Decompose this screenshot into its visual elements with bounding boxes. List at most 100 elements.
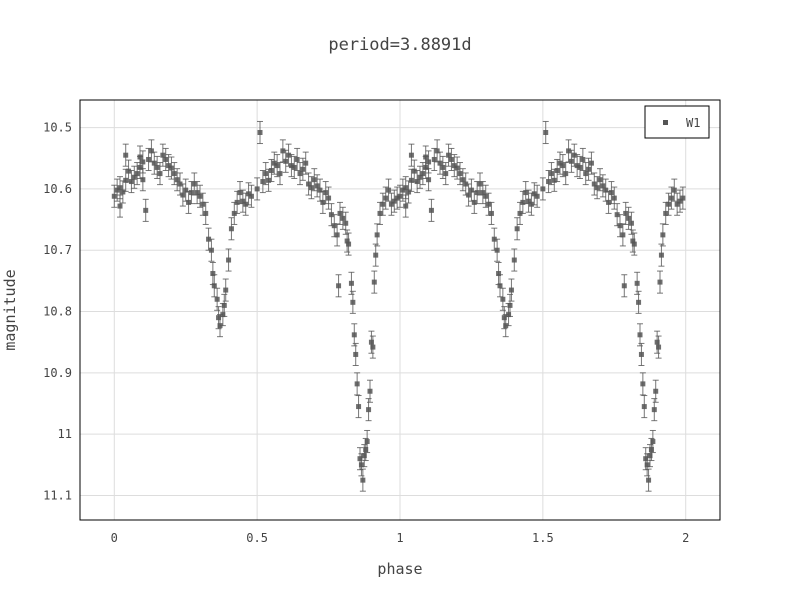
data-point: [546, 179, 552, 185]
data-point: [361, 453, 367, 459]
x-tick-label: 0: [111, 531, 118, 545]
data-point: [123, 177, 129, 183]
data-point: [663, 210, 669, 216]
data-point: [403, 185, 409, 191]
y-tick-label: 11: [58, 427, 72, 441]
data-point: [171, 171, 177, 177]
data-point: [336, 283, 342, 289]
data-point: [197, 193, 203, 199]
data-point: [306, 181, 312, 187]
data-point: [314, 183, 320, 189]
plot-area: [79, 99, 721, 521]
data-point: [340, 215, 346, 221]
data-point: [373, 252, 379, 258]
data-point: [497, 283, 503, 289]
legend-box: [644, 105, 710, 139]
data-point: [311, 177, 317, 183]
data-point: [380, 201, 386, 207]
data-point: [286, 152, 292, 158]
data-point: [188, 190, 194, 196]
data-point: [654, 339, 660, 345]
data-point: [157, 171, 163, 177]
y-tick-label: 10.6: [43, 182, 72, 196]
data-point: [514, 226, 520, 232]
data-point: [648, 446, 654, 452]
x-tick-label: 1.5: [532, 531, 554, 545]
data-point: [448, 156, 454, 162]
data-point: [211, 283, 217, 289]
data-point: [357, 456, 363, 462]
data-point: [534, 193, 540, 199]
data-point: [194, 190, 200, 196]
data-point: [506, 312, 512, 318]
data-point: [360, 477, 366, 483]
data-point: [257, 129, 263, 135]
data-point: [334, 232, 340, 238]
data-point: [551, 177, 557, 183]
data-point: [600, 183, 606, 189]
data-point: [266, 177, 272, 183]
data-point: [543, 129, 549, 135]
data-point: [114, 187, 120, 193]
data-point: [657, 279, 663, 285]
data-point: [408, 177, 414, 183]
data-point: [486, 201, 492, 207]
data-point: [191, 181, 197, 187]
data-point: [408, 152, 414, 158]
data-point: [431, 156, 437, 162]
data-point: [151, 160, 157, 166]
data-point: [297, 171, 303, 177]
data-point: [653, 388, 659, 394]
y-tick-label: 10.5: [43, 121, 72, 135]
data-point: [651, 407, 657, 413]
data-point: [446, 152, 452, 158]
data-point: [500, 296, 506, 302]
y-tick-label: 10.8: [43, 305, 72, 319]
data-point: [634, 280, 640, 286]
data-point: [283, 158, 289, 164]
data-point: [366, 407, 372, 413]
data-point: [320, 199, 326, 205]
data-point: [586, 166, 592, 172]
data-point: [597, 177, 603, 183]
data-point: [388, 201, 394, 207]
data-point: [523, 190, 529, 196]
data-point: [260, 179, 266, 185]
x-tick-label: 1: [396, 531, 403, 545]
data-point: [400, 187, 406, 193]
data-point: [674, 201, 680, 207]
legend: W1: [644, 105, 710, 139]
data-point: [406, 189, 412, 195]
data-point: [563, 171, 569, 177]
data-point: [636, 299, 642, 305]
data-point: [588, 160, 594, 166]
data-point: [160, 152, 166, 158]
data-point: [154, 164, 160, 170]
data-point: [574, 163, 580, 169]
data-point: [531, 191, 537, 197]
data-point: [180, 192, 186, 198]
data-point: [644, 462, 650, 468]
data-point: [471, 199, 477, 205]
data-point: [263, 171, 269, 177]
data-point: [488, 210, 494, 216]
data-point: [628, 220, 634, 226]
data-point: [228, 226, 234, 232]
data-point: [134, 171, 140, 177]
data-point: [183, 187, 189, 193]
x-tick-labels: 0 0.5 1 1.5 2: [111, 531, 690, 545]
data-point: [386, 187, 392, 193]
data-point: [117, 203, 123, 209]
data-point: [234, 199, 240, 205]
y-tick-label: 10.7: [43, 243, 72, 257]
data-point: [617, 223, 623, 229]
data-point: [111, 193, 117, 199]
data-point: [528, 201, 534, 207]
data-point: [420, 171, 426, 177]
data-point: [571, 152, 577, 158]
data-point: [356, 404, 362, 410]
data-point: [583, 171, 589, 177]
data-point: [368, 339, 374, 345]
data-point: [166, 163, 172, 169]
data-point: [677, 198, 683, 204]
